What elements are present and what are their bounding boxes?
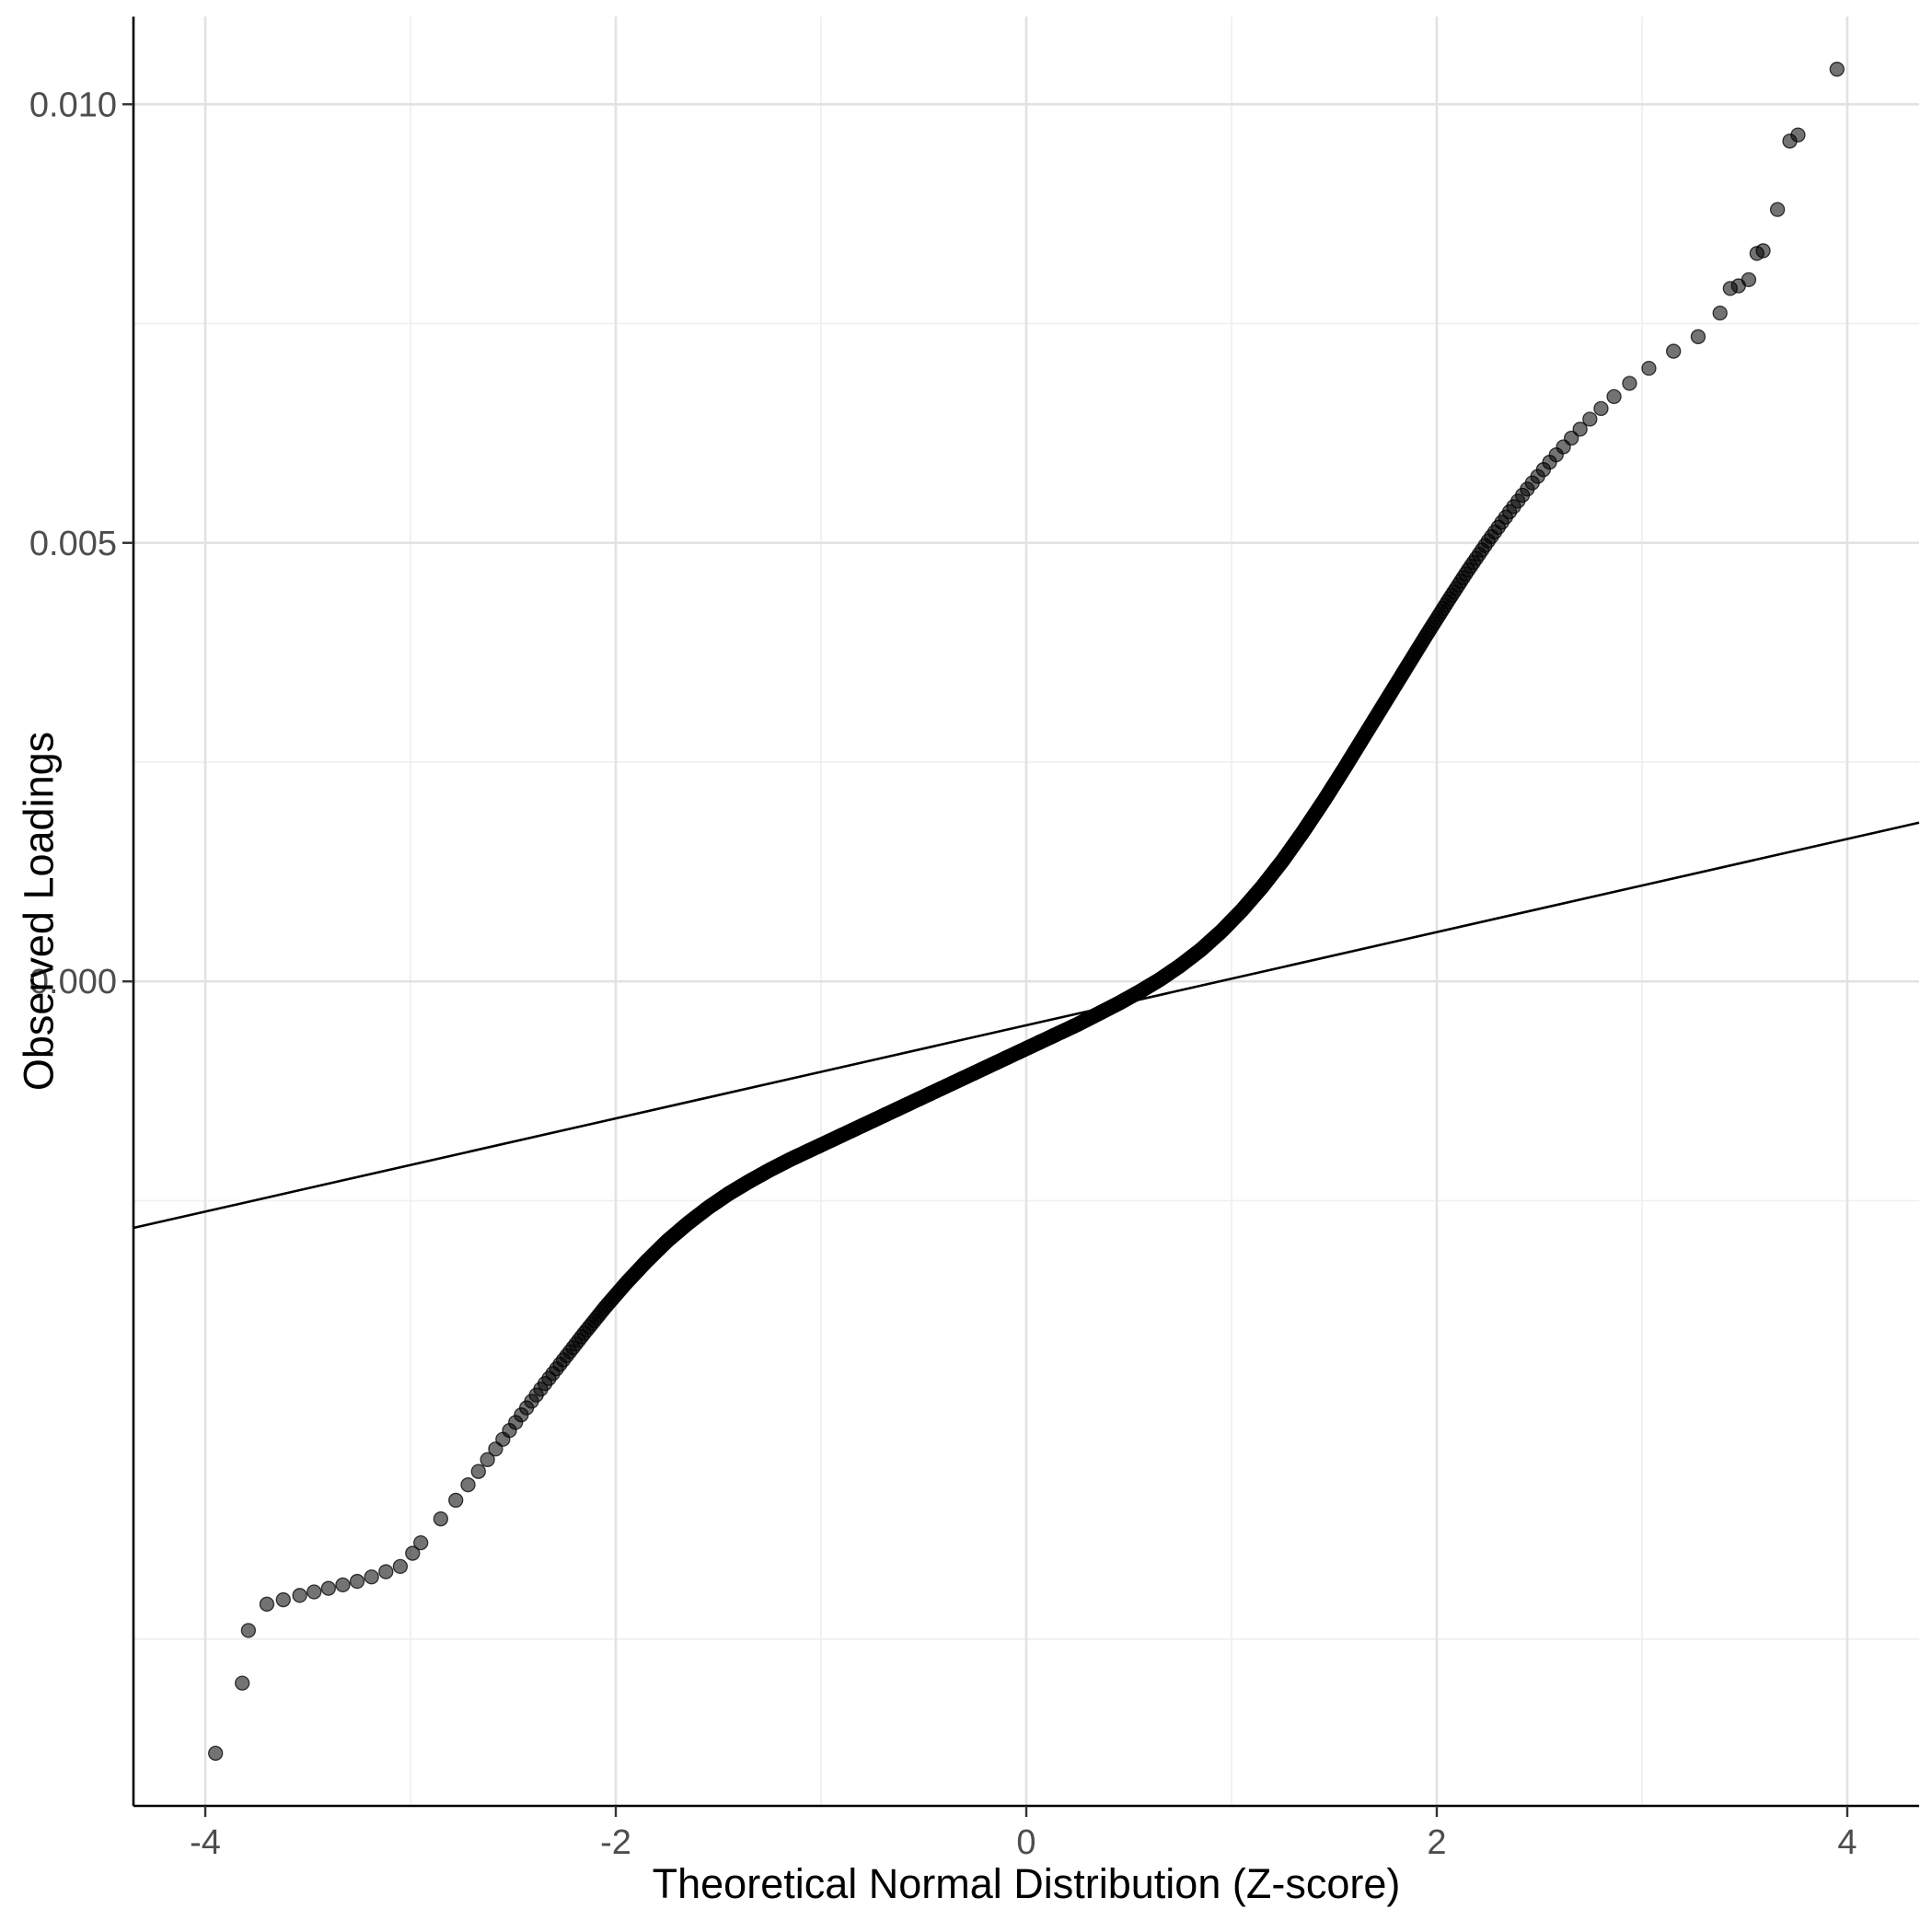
outlier-point [364,1569,379,1585]
data-point [1641,360,1657,376]
outlier-point [392,1558,409,1574]
outlier-point [259,1596,275,1612]
y-tick-label: 0.005 [29,525,117,563]
outlier-point [235,1675,250,1691]
outlier-point [1755,243,1771,259]
outlier-point [292,1588,307,1603]
outlier-point [1829,62,1845,77]
data-point [1690,329,1706,344]
data-point [1593,400,1609,417]
outlier-point [349,1573,365,1590]
outlier-point [307,1584,322,1600]
axis-ticks [122,103,1849,1817]
outlier-point [405,1545,421,1561]
data-point [448,1492,464,1509]
x-tick-label: 4 [1837,1823,1857,1862]
data-point [480,1452,495,1467]
x-tick-label: -2 [600,1823,631,1862]
y-tick-label: 0.000 [29,963,117,1001]
axis-tick-labels: -4 -2 0 2 4 0.000 0.005 0.010 [29,86,1857,1862]
x-tick-label: -4 [190,1823,221,1862]
outlier-point [1790,127,1806,143]
outlier-point [208,1745,224,1761]
x-tick-label: 0 [1016,1823,1035,1862]
outlier-point [1712,305,1728,321]
outlier-point [335,1577,351,1593]
outlier-point [378,1564,394,1579]
outlier-point [320,1580,336,1596]
x-tick-label: 2 [1427,1823,1446,1862]
data-point [1622,376,1637,391]
qq-reference-line [133,821,1920,1230]
data-point [433,1511,449,1527]
y-axis-title: Observed Loadings [15,731,63,1092]
data-point [470,1463,486,1479]
data-point [413,1534,429,1551]
y-tick-label: 0.010 [29,86,117,124]
data-points [208,62,1845,1761]
outlier-point [1741,272,1757,288]
major-gridlines [133,17,1919,1806]
data-point [1582,411,1598,427]
x-axis-title: Theoretical Normal Distribution (Z-score… [652,1860,1401,1907]
data-point [1572,422,1588,437]
data-point [1606,388,1622,405]
data-point [460,1477,476,1493]
outlier-point [1769,202,1786,217]
outlier-point [240,1623,257,1638]
data-point [1666,343,1682,359]
data-point [1564,430,1579,446]
outlier-point [275,1591,291,1608]
